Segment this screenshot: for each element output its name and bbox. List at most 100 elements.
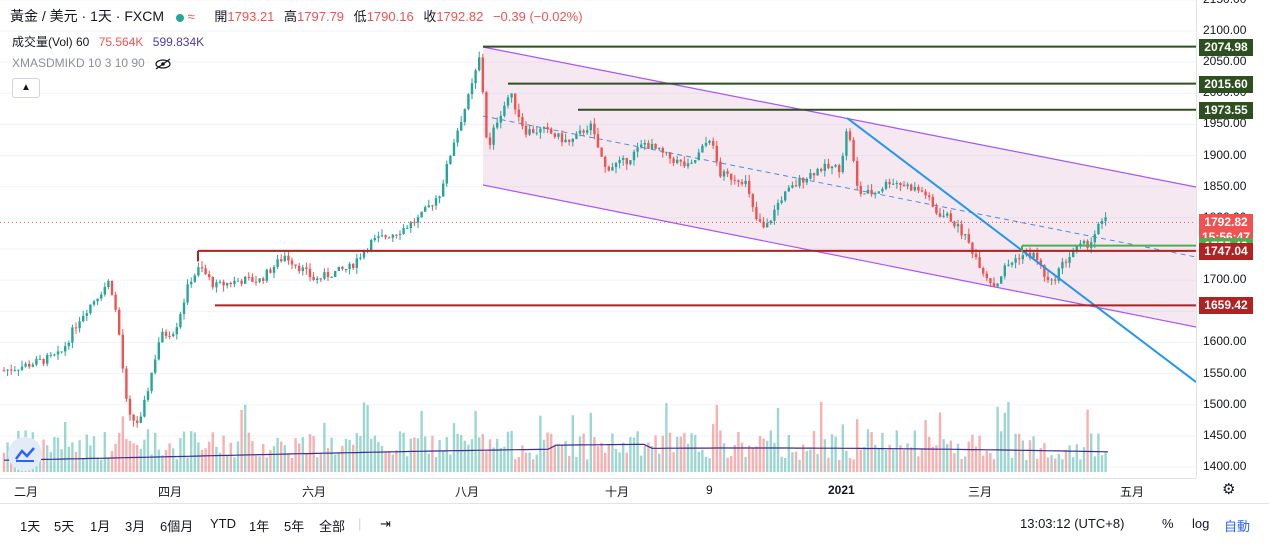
candle-body xyxy=(654,143,657,149)
time-axis[interactable]: 二月 四月 六月 八月 十月 9 2021 三月 五月 xyxy=(0,478,1196,503)
volume-bar xyxy=(636,431,639,472)
volume-bar xyxy=(679,436,682,472)
candle-body xyxy=(1007,264,1010,266)
candle-body xyxy=(161,331,164,343)
volume-bars xyxy=(2,401,1109,472)
range-ytd-button[interactable]: YTD xyxy=(210,516,236,531)
candle-body xyxy=(150,372,153,392)
range-6m-button[interactable]: 6個月 xyxy=(160,519,194,534)
candle-body xyxy=(892,183,895,185)
range-3m-button[interactable]: 3月 xyxy=(125,519,146,534)
volume-bar xyxy=(737,432,740,472)
volume-bar xyxy=(182,431,186,472)
volume-ma-line xyxy=(3,443,1109,461)
candle-body xyxy=(575,133,578,139)
candle-body xyxy=(244,276,247,284)
range-all-button[interactable]: 全部 xyxy=(319,519,346,534)
log-scale-button[interactable]: log xyxy=(1192,516,1210,531)
candle-body xyxy=(1086,240,1089,248)
volume-bar xyxy=(614,448,618,472)
range-5d-button[interactable]: 5天 xyxy=(54,519,75,534)
candle-body xyxy=(676,159,679,163)
candle-body xyxy=(107,280,110,288)
volume-bar xyxy=(78,440,81,472)
price-chart[interactable] xyxy=(0,0,1196,478)
volume-bar xyxy=(164,450,168,472)
candle-body xyxy=(683,161,686,167)
candle-body xyxy=(434,198,438,206)
volume-bar xyxy=(820,401,823,472)
volume-bar xyxy=(852,459,855,472)
volume-bar xyxy=(514,459,517,472)
volume-bar xyxy=(233,457,236,472)
volume-bar xyxy=(668,432,672,472)
candle-body xyxy=(179,313,182,328)
volume-bar xyxy=(586,459,589,472)
candle-body xyxy=(265,269,268,281)
candle-body xyxy=(794,185,798,187)
candle-body xyxy=(661,148,664,153)
eye-hidden-icon[interactable] xyxy=(154,58,172,70)
tradingview-logo-icon[interactable] xyxy=(8,437,42,471)
candle-body xyxy=(622,158,625,160)
open-value: 1793.21 xyxy=(227,9,275,24)
volume-bar xyxy=(942,439,945,472)
chart-area[interactable]: 黃金 / 美元 · 1天 · FXCM ≈ 開1793.21 高1797.79 … xyxy=(0,0,1196,478)
candle-body xyxy=(172,334,175,337)
clock-time[interactable]: 13:03:12 (UTC+8) xyxy=(1020,516,1125,531)
candle-body xyxy=(845,131,848,156)
volume-bar xyxy=(697,451,700,472)
candle-body xyxy=(805,178,808,183)
channel-mid-line xyxy=(482,115,1196,258)
candle-body xyxy=(197,267,200,276)
volume-bar xyxy=(726,457,729,472)
volume-bar xyxy=(499,447,502,472)
volume-bar xyxy=(481,434,484,472)
candle-body xyxy=(17,369,20,371)
candle-body xyxy=(467,94,470,110)
volume-bar xyxy=(622,442,625,472)
candle-body xyxy=(1014,258,1017,263)
volume-bar xyxy=(535,454,538,472)
candle-body xyxy=(280,259,283,262)
volume-bar xyxy=(996,406,999,472)
volume-bar xyxy=(128,440,132,472)
candle-body xyxy=(528,129,531,135)
range-1y-button[interactable]: 1年 xyxy=(249,519,270,534)
settings-gear-icon[interactable]: ⚙ xyxy=(1222,481,1236,498)
auto-scale-button[interactable]: 自動 xyxy=(1224,519,1251,534)
volume-bar xyxy=(467,444,470,472)
range-5y-button[interactable]: 5年 xyxy=(284,519,305,534)
range-1d-button[interactable]: 1天 xyxy=(20,519,41,534)
volume-bar xyxy=(42,439,45,472)
volume-bar xyxy=(168,443,171,472)
price-tick-label: 1850.00 xyxy=(1203,178,1247,193)
channel-upper-line xyxy=(482,46,1196,188)
candle-body xyxy=(290,260,294,265)
candle-body xyxy=(56,351,60,355)
candle-body xyxy=(305,267,308,269)
symbol-title[interactable]: 黃金 / 美元 · 1天 · FXCM xyxy=(10,8,164,24)
candle-body xyxy=(154,359,157,373)
collapse-legend-button[interactable]: ▲ xyxy=(12,78,40,98)
candle-body xyxy=(859,185,862,195)
volume-bar xyxy=(899,445,902,472)
volume-bar xyxy=(463,440,466,472)
indicator-legend: XMASDMIKD 10 3 10 90 xyxy=(12,56,172,70)
percent-scale-button[interactable]: % xyxy=(1162,516,1174,531)
volume-bar xyxy=(391,454,394,472)
volume-bar xyxy=(265,457,268,472)
volume-bar xyxy=(416,438,420,472)
volume-bar xyxy=(1090,433,1093,472)
range-1m-button[interactable]: 1月 xyxy=(90,519,111,534)
volume-bar xyxy=(787,435,790,472)
volume-bar xyxy=(809,449,812,472)
candle-body xyxy=(424,207,427,212)
volume-bar xyxy=(1036,458,1039,472)
goto-date-icon[interactable]: ⇥ xyxy=(380,516,391,531)
price-tick-label: 1550.00 xyxy=(1203,365,1247,380)
volume-bar xyxy=(517,457,520,472)
volume-bar xyxy=(892,449,895,472)
price-axis[interactable]: 2150.002100.002050.002000.001950.001900.… xyxy=(1196,0,1269,478)
volume-bar xyxy=(1007,401,1010,472)
